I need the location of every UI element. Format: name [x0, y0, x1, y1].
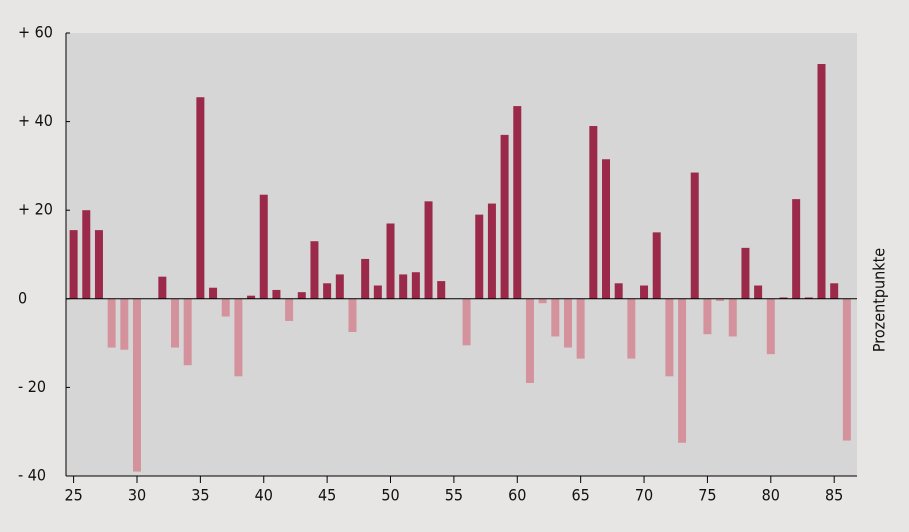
bar	[602, 159, 611, 299]
bar	[386, 223, 395, 299]
bar	[627, 298, 636, 359]
bar	[323, 283, 332, 299]
y-tick-label: - 20	[18, 377, 46, 396]
y-tick-label: - 40	[18, 466, 46, 485]
bar	[563, 298, 572, 348]
bar	[804, 297, 813, 299]
bar	[348, 298, 357, 333]
bar	[475, 214, 484, 299]
bar	[272, 289, 281, 299]
bar	[297, 292, 306, 299]
bar	[183, 298, 192, 366]
x-tick-label: 30	[128, 486, 146, 505]
bar	[196, 97, 205, 299]
bar	[652, 232, 661, 299]
y-tick-label: 0	[18, 288, 27, 307]
bar	[779, 297, 788, 299]
y-axis-label: Prozentpunkte	[870, 248, 889, 352]
bar	[678, 298, 687, 443]
bar	[411, 272, 420, 299]
bar	[82, 210, 91, 299]
bar	[399, 274, 408, 299]
bar	[335, 274, 344, 299]
x-tick-label: 55	[445, 486, 463, 505]
bar	[741, 247, 750, 299]
bar	[716, 298, 725, 302]
bar	[830, 283, 839, 299]
bar	[614, 283, 623, 299]
x-tick-label: 60	[508, 486, 526, 505]
bar	[158, 276, 167, 299]
bar	[640, 285, 649, 299]
x-tick-label: 70	[635, 486, 653, 505]
bar	[728, 298, 737, 337]
bar	[817, 64, 826, 299]
bar	[132, 298, 141, 472]
bar	[842, 298, 851, 441]
x-tick-label: 80	[762, 486, 780, 505]
bar	[69, 230, 78, 299]
bar	[107, 298, 116, 348]
bar	[576, 298, 585, 359]
bar	[500, 134, 509, 299]
bar	[703, 298, 712, 335]
x-tick-label: 40	[255, 486, 273, 505]
bar	[247, 295, 256, 299]
x-tick-label: 65	[572, 486, 590, 505]
bar	[792, 199, 801, 299]
bar	[551, 298, 560, 337]
y-tick-label: + 20	[18, 200, 53, 219]
bar	[487, 203, 496, 299]
bar	[424, 201, 433, 299]
bar	[373, 285, 382, 299]
bar	[462, 298, 471, 346]
x-tick-label: 75	[698, 486, 716, 505]
x-tick-label: 25	[64, 486, 82, 505]
bar	[171, 298, 180, 348]
x-tick-label: 35	[191, 486, 209, 505]
bar	[310, 241, 319, 299]
bar	[94, 230, 103, 299]
bar	[259, 194, 268, 299]
bar	[361, 258, 370, 299]
x-tick-label: 50	[381, 486, 399, 505]
y-tick-label: + 40	[18, 111, 53, 130]
bar	[665, 298, 674, 377]
bar	[766, 298, 775, 355]
bar	[437, 281, 446, 299]
bar	[589, 126, 598, 299]
bar	[690, 172, 699, 299]
x-tick-label: 85	[825, 486, 843, 505]
bar	[221, 298, 230, 317]
bar	[234, 298, 243, 377]
y-tick-label: + 60	[18, 23, 53, 42]
x-tick-label: 45	[318, 486, 336, 505]
bar	[513, 106, 522, 299]
bar	[285, 298, 294, 321]
plot-area	[66, 33, 857, 476]
bar	[120, 298, 129, 350]
bar	[754, 285, 763, 299]
bar	[525, 298, 534, 383]
bar	[209, 287, 218, 299]
bar	[538, 298, 547, 304]
